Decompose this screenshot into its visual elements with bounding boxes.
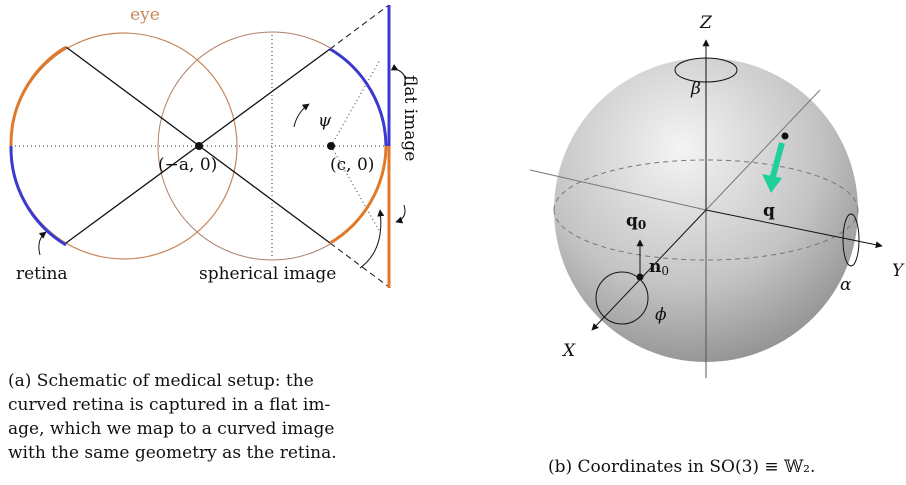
label: q — [626, 211, 638, 231]
label: q — [763, 201, 775, 221]
retina-arc — [11, 47, 66, 146]
figure: eye ψ (−a, 0) (c, 0) flat image retina s… — [0, 0, 906, 485]
label: Z — [699, 13, 713, 33]
ray — [330, 5, 389, 49]
panel-b: Z β q q0 n0 Y α X ϕ — [530, 13, 905, 378]
label: α — [840, 275, 852, 295]
label: retina — [16, 264, 68, 284]
label: β — [690, 79, 701, 99]
spherical-arc — [330, 49, 386, 146]
label: 0 — [661, 264, 669, 278]
angle-arrow — [294, 104, 309, 127]
caption-line: curved retina is captured in a flat im- — [8, 393, 388, 417]
arrow — [39, 232, 46, 255]
label: flat image — [400, 75, 420, 161]
point — [782, 133, 789, 140]
caption-line: (b) Coordinates in SO(3) ≡ 𝕎₂. — [548, 455, 815, 479]
label: n — [649, 257, 661, 277]
label: spherical image — [199, 264, 336, 284]
label: X — [561, 341, 576, 361]
retina-arc — [11, 146, 66, 245]
label: (−a, 0) — [158, 155, 217, 175]
caption: (b) Coordinates in SO(3) ≡ 𝕎₂. — [548, 455, 815, 479]
label: eye — [130, 5, 160, 25]
panel-a: eye ψ (−a, 0) (c, 0) flat image retina s… — [11, 5, 420, 288]
ray — [331, 60, 380, 146]
label: Y — [892, 261, 905, 281]
arrow — [396, 205, 405, 222]
label: ϕ — [655, 305, 667, 325]
ray — [330, 243, 389, 287]
arrow — [360, 210, 381, 268]
label: ψ — [318, 111, 332, 131]
point — [327, 142, 335, 150]
label: 0 — [638, 218, 646, 232]
point — [195, 142, 203, 150]
caption-line: with the same geometry as the retina. — [8, 441, 388, 465]
label: (c, 0) — [330, 155, 374, 175]
caption-line: age, which we map to a curved image — [8, 417, 388, 441]
caption-line: (a) Schematic of medical setup: the — [8, 369, 388, 393]
